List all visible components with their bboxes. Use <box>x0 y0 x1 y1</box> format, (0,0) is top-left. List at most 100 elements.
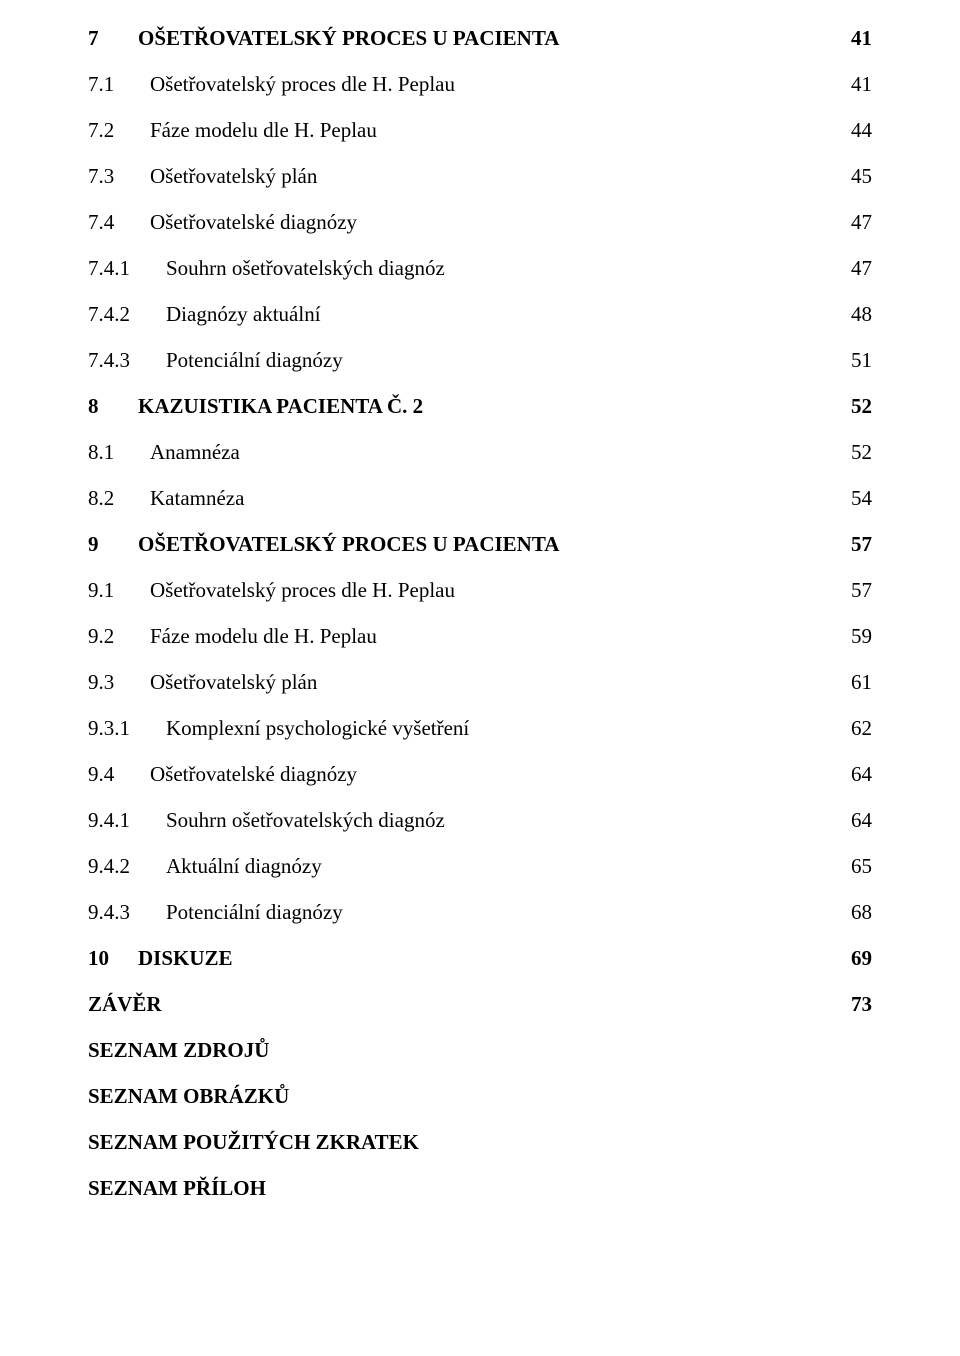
toc-entry-page: 47 <box>842 258 872 279</box>
toc-entry-number: 7.4.3 <box>88 350 166 371</box>
toc-row-left: SEZNAM OBRÁZKŮ <box>88 1086 289 1107</box>
toc-entry-title: Fáze modelu dle H. Peplau <box>150 626 377 647</box>
toc-row-left: 7.1Ošetřovatelský proces dle H. Peplau <box>88 74 455 95</box>
toc-entry-page: 65 <box>842 856 872 877</box>
toc-entry-page: 64 <box>842 764 872 785</box>
toc-row-left: SEZNAM ZDROJŮ <box>88 1040 269 1061</box>
toc-row: 7OŠETŘOVATELSKÝ PROCES U PACIENTA 41 <box>88 28 872 49</box>
toc-row-left: 9.1Ošetřovatelský proces dle H. Peplau <box>88 580 455 601</box>
toc-entry-page: 47 <box>842 212 872 233</box>
toc-row: 7.3Ošetřovatelský plán45 <box>88 166 872 187</box>
toc-row: 7.4Ošetřovatelské diagnózy 47 <box>88 212 872 233</box>
toc-entry-page: 52 <box>842 396 872 417</box>
toc-entry-page: 73 <box>842 994 872 1015</box>
toc-row-left: 8.1Anamnéza <box>88 442 240 463</box>
toc-entry-number: 9.4 <box>88 764 150 785</box>
toc-entry-title: Potenciální diagnózy <box>166 902 343 923</box>
toc-row-left: 9.4Ošetřovatelské diagnózy <box>88 764 357 785</box>
toc-row-left: 9.4.1Souhrn ošetřovatelských diagnóz <box>88 810 445 831</box>
toc-row-left: SEZNAM POUŽITÝCH ZKRATEK <box>88 1132 419 1153</box>
toc-entry-number: 8 <box>88 396 138 417</box>
toc-row: 8KAZUISTIKA PACIENTA Č. 2 52 <box>88 396 872 417</box>
toc-entry-number: 9.1 <box>88 580 150 601</box>
toc-entry-title: Komplexní psychologické vyšetření <box>166 718 469 739</box>
toc-row-left: ZÁVĚR <box>88 994 162 1015</box>
toc-row: 8.1Anamnéza 52 <box>88 442 872 463</box>
toc-row: 7.2Fáze modelu dle H. Peplau 44 <box>88 120 872 141</box>
toc-entry-page: 41 <box>842 28 872 49</box>
toc-entry-page: 54 <box>842 488 872 509</box>
toc-entry-title: Ošetřovatelský proces dle H. Peplau <box>150 580 455 601</box>
toc-entry-number: 7.4.1 <box>88 258 166 279</box>
toc-entry-title: Potenciální diagnózy <box>166 350 343 371</box>
toc-row-left: 9.3.1Komplexní psychologické vyšetření <box>88 718 469 739</box>
toc-row: 9.4.1Souhrn ošetřovatelských diagnóz 64 <box>88 810 872 831</box>
toc-entry-page: 59 <box>842 626 872 647</box>
toc-row: 10DISKUZE69 <box>88 948 872 969</box>
toc-entry-page: 51 <box>842 350 872 371</box>
toc-entry-title: Anamnéza <box>150 442 240 463</box>
toc-entry-title: Diagnózy aktuální <box>166 304 321 325</box>
toc-row: 7.4.1Souhrn ošetřovatelských diagnóz 47 <box>88 258 872 279</box>
toc-entry-title: Souhrn ošetřovatelských diagnóz <box>166 810 445 831</box>
toc-row-left: 7OŠETŘOVATELSKÝ PROCES U PACIENTA <box>88 28 559 49</box>
toc-entry-title: ZÁVĚR <box>88 994 162 1015</box>
toc-row-left: 9.2Fáze modelu dle H. Peplau <box>88 626 377 647</box>
toc-entry-page: 44 <box>842 120 872 141</box>
toc-entry-number: 7.4 <box>88 212 150 233</box>
toc-row: 7.4.2Diagnózy aktuální 48 <box>88 304 872 325</box>
toc-entry-page: 52 <box>842 442 872 463</box>
toc-row-left: SEZNAM PŘÍLOH <box>88 1178 266 1199</box>
toc-entry-title: Ošetřovatelské diagnózy <box>150 212 357 233</box>
toc-entry-title: SEZNAM POUŽITÝCH ZKRATEK <box>88 1132 419 1153</box>
toc-row-left: 7.2Fáze modelu dle H. Peplau <box>88 120 377 141</box>
toc-entry-page: 48 <box>842 304 872 325</box>
toc-row: SEZNAM ZDROJŮ <box>88 1040 872 1061</box>
toc-row-left: 8.2Katamnéza <box>88 488 244 509</box>
toc-entry-title: Ošetřovatelský proces dle H. Peplau <box>150 74 455 95</box>
toc-row-left: 7.4.3Potenciální diagnózy <box>88 350 343 371</box>
toc-row-left: 9OŠETŘOVATELSKÝ PROCES U PACIENTA <box>88 534 559 555</box>
toc-entry-number: 8.1 <box>88 442 150 463</box>
toc-entry-number: 9.3.1 <box>88 718 166 739</box>
toc-entry-number: 9.3 <box>88 672 150 693</box>
toc-row-left: 8KAZUISTIKA PACIENTA Č. 2 <box>88 396 423 417</box>
toc-entry-number: 10 <box>88 948 138 969</box>
toc-entry-title: OŠETŘOVATELSKÝ PROCES U PACIENTA <box>138 28 559 49</box>
toc-entry-page: 64 <box>842 810 872 831</box>
toc-entry-title: Ošetřovatelský plán <box>150 672 317 693</box>
toc-entry-page: 68 <box>842 902 872 923</box>
toc-entry-page: 57 <box>842 580 872 601</box>
toc-row: 9.3Ošetřovatelský plán 61 <box>88 672 872 693</box>
toc-entry-title: Fáze modelu dle H. Peplau <box>150 120 377 141</box>
toc-entry-number: 9 <box>88 534 138 555</box>
toc-row-left: 7.4.2Diagnózy aktuální <box>88 304 321 325</box>
toc-row: 7.1Ošetřovatelský proces dle H. Peplau41 <box>88 74 872 95</box>
toc-entry-number: 7.4.2 <box>88 304 166 325</box>
toc-row: 9.2Fáze modelu dle H. Peplau 59 <box>88 626 872 647</box>
toc-row: 9.3.1Komplexní psychologické vyšetření62 <box>88 718 872 739</box>
toc-row: 8.2Katamnéza 54 <box>88 488 872 509</box>
toc-row: 9OŠETŘOVATELSKÝ PROCES U PACIENTA57 <box>88 534 872 555</box>
toc-entry-title: Ošetřovatelský plán <box>150 166 317 187</box>
toc-entry-page: 45 <box>842 166 872 187</box>
toc-row: SEZNAM PŘÍLOH <box>88 1178 872 1199</box>
toc-entry-title: Ošetřovatelské diagnózy <box>150 764 357 785</box>
toc-row: 9.4.2Aktuální diagnózy65 <box>88 856 872 877</box>
toc-row-left: 7.4.1Souhrn ošetřovatelských diagnóz <box>88 258 445 279</box>
toc-entry-page: 61 <box>842 672 872 693</box>
toc-entry-number: 7.2 <box>88 120 150 141</box>
toc-entry-title: KAZUISTIKA PACIENTA Č. 2 <box>138 396 423 417</box>
toc-entry-number: 9.4.3 <box>88 902 166 923</box>
toc-row: 9.4.3Potenciální diagnózy 68 <box>88 902 872 923</box>
toc-row-left: 9.3Ošetřovatelský plán <box>88 672 317 693</box>
toc-row: 7.4.3Potenciální diagnózy 51 <box>88 350 872 371</box>
toc-row-left: 9.4.3Potenciální diagnózy <box>88 902 343 923</box>
toc-entry-title: SEZNAM PŘÍLOH <box>88 1178 266 1199</box>
toc-row: SEZNAM POUŽITÝCH ZKRATEK <box>88 1132 872 1153</box>
toc-entry-number: 7 <box>88 28 138 49</box>
toc-entry-title: DISKUZE <box>138 948 233 969</box>
toc-row-left: 10DISKUZE <box>88 948 233 969</box>
toc-entry-title: Katamnéza <box>150 488 244 509</box>
toc-entry-number: 9.4.2 <box>88 856 166 877</box>
